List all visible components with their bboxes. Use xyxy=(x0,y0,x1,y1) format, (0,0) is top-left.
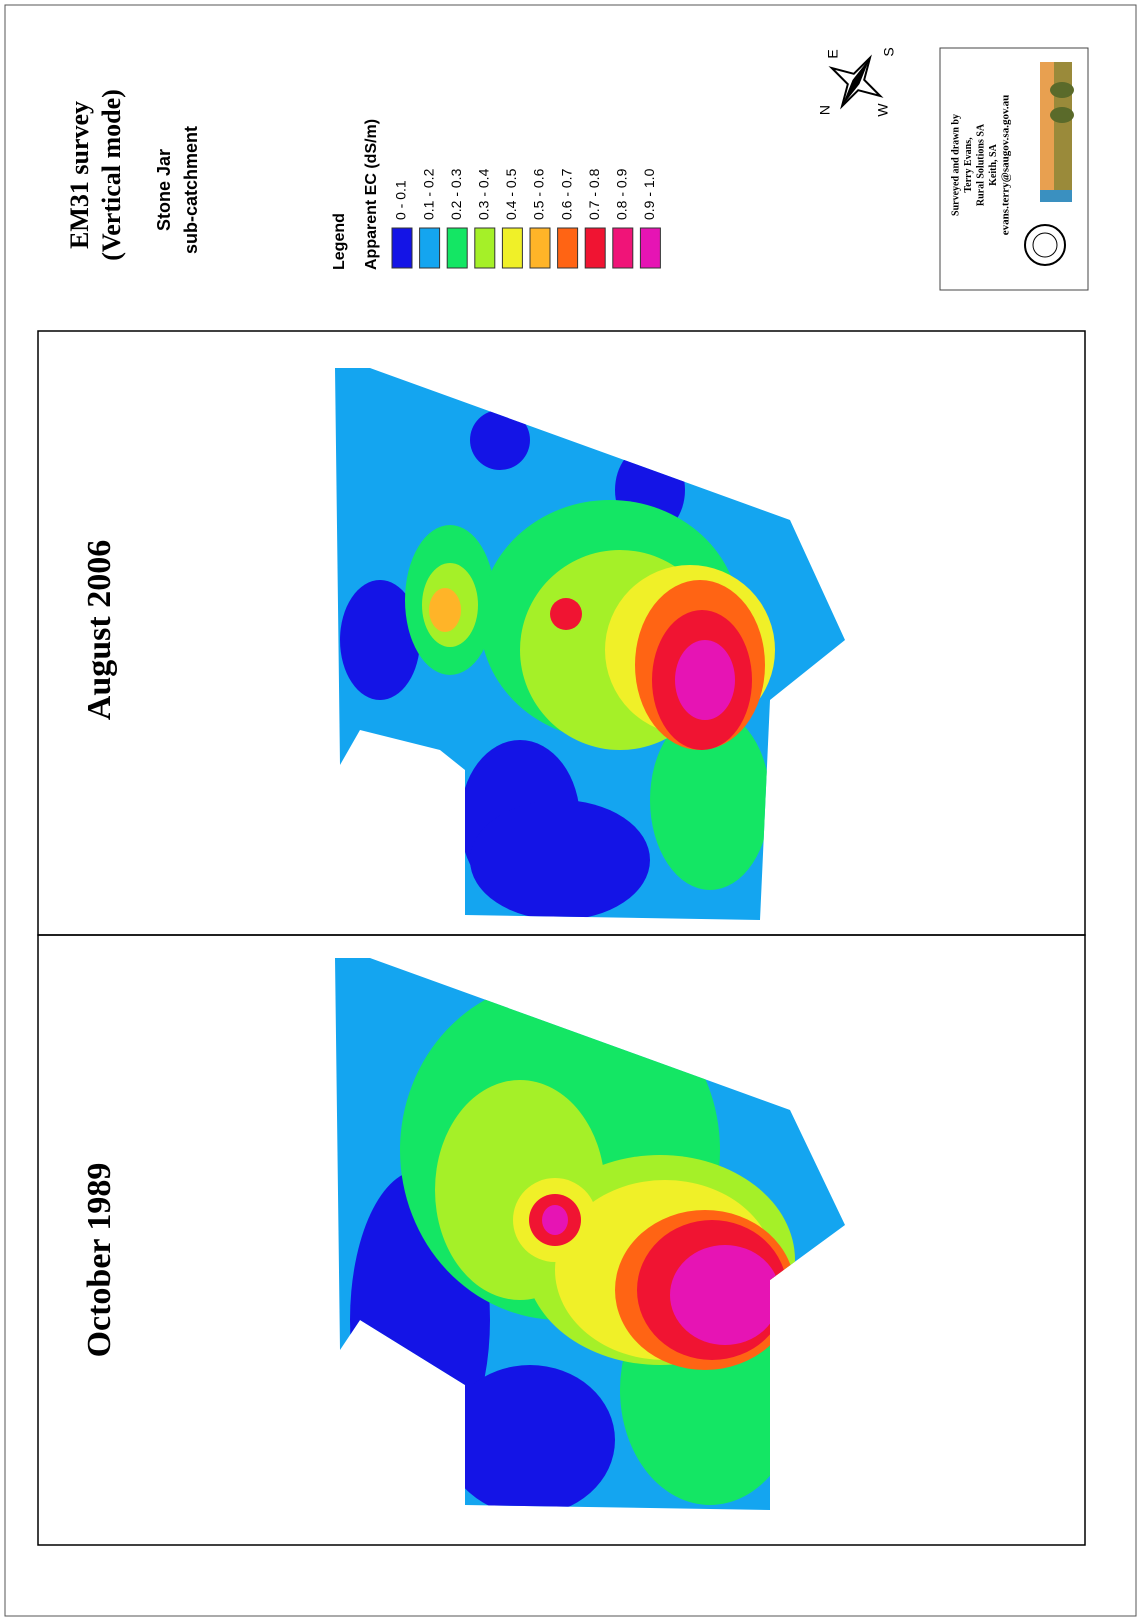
compass-e: E xyxy=(825,49,841,58)
ec-zone xyxy=(542,1205,568,1235)
credit-line: Surveyed and drawn by xyxy=(950,114,961,216)
legend-label: 0.7 - 0.8 xyxy=(586,168,602,220)
ec-zone xyxy=(675,640,735,720)
legend-swatch xyxy=(502,228,522,268)
legend-swatch xyxy=(585,228,605,268)
ec-zone xyxy=(445,1365,615,1515)
panel-title: October 1989 xyxy=(81,1163,118,1358)
ec-zone xyxy=(670,1245,780,1345)
legend-label: 0 - 0.1 xyxy=(393,180,409,220)
map-page: EM31 survey (Vertical mode) Stone Jar su… xyxy=(0,0,1141,1621)
compass-n: N xyxy=(817,105,833,115)
credit-line: Terry Evans, xyxy=(963,137,974,193)
legend-label: 0.4 - 0.5 xyxy=(503,168,519,220)
legend-label: 0.9 - 1.0 xyxy=(641,168,657,220)
panel-title: August 2006 xyxy=(81,540,118,720)
credit-line: Rural Solutions SA xyxy=(975,123,986,206)
legend-label: 0.5 - 0.6 xyxy=(531,168,547,220)
legend-swatch xyxy=(530,228,550,268)
ec-map xyxy=(330,360,850,930)
compass-w: W xyxy=(875,103,891,117)
credit-line: Keith, SA xyxy=(988,143,999,185)
legend-label: 0.2 - 0.3 xyxy=(448,168,464,220)
credit-line: evans.terry@saugov.sa.gov.au xyxy=(1000,95,1012,235)
legend-swatch xyxy=(420,228,440,268)
legend-label: 0.3 - 0.4 xyxy=(476,168,492,220)
title: EM31 survey xyxy=(65,101,94,249)
legend-heading: Legend xyxy=(331,213,348,270)
legend-swatch xyxy=(475,228,495,268)
legend-title: Apparent EC (dS/m) xyxy=(363,119,380,270)
ec-zone xyxy=(550,598,582,630)
legend-swatch xyxy=(640,228,660,268)
ec-zone xyxy=(470,800,650,920)
legend-swatch xyxy=(558,228,578,268)
legend-swatch xyxy=(613,228,633,268)
legend-swatch xyxy=(447,228,467,268)
area-line: sub-catchment xyxy=(181,126,201,254)
ec-map xyxy=(330,950,850,1520)
area-line: Stone Jar xyxy=(154,149,174,231)
legend: 0 - 0.1 0.1 - 0.2 0.2 - 0.3 0.3 - 0.4 0.4 - … xyxy=(392,168,660,268)
compass-s: S xyxy=(881,47,897,56)
compass: N E S W xyxy=(817,44,897,120)
subtitle: (Vertical mode) xyxy=(97,89,126,261)
legend-label: 0.1 - 0.2 xyxy=(420,168,436,220)
ec-zone xyxy=(429,588,461,632)
legend-label: 0.6 - 0.7 xyxy=(558,168,574,220)
ec-zone xyxy=(470,410,530,470)
legend-swatch xyxy=(392,228,412,268)
legend-label: 0.8 - 0.9 xyxy=(614,168,630,220)
